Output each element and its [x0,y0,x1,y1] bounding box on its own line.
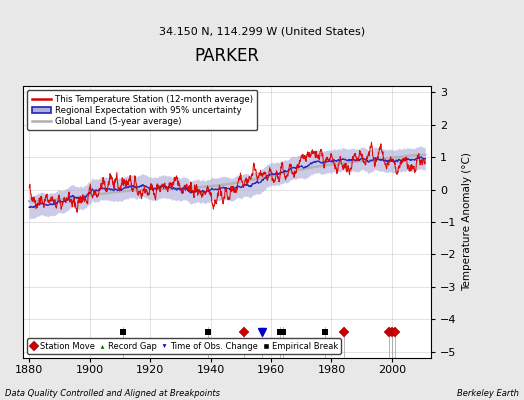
Text: Berkeley Earth: Berkeley Earth [457,389,519,398]
Legend: Station Move, Record Gap, Time of Obs. Change, Empirical Break: Station Move, Record Gap, Time of Obs. C… [27,338,341,354]
Y-axis label: Temperature Anomaly (°C): Temperature Anomaly (°C) [462,152,472,292]
Text: Data Quality Controlled and Aligned at Breakpoints: Data Quality Controlled and Aligned at B… [5,389,220,398]
Title: PARKER: PARKER [195,47,260,65]
Text: 34.150 N, 114.299 W (United States): 34.150 N, 114.299 W (United States) [159,26,365,36]
